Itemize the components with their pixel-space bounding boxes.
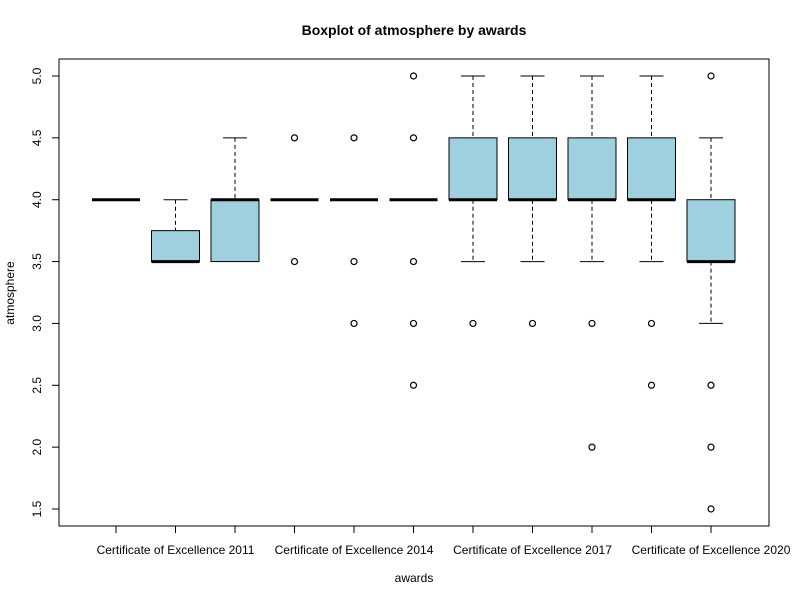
outlier-point (647, 319, 656, 328)
x-axis: Certificate of Excellence 2011 Certificat… (97, 525, 791, 557)
y-tick-label: 2.5 (30, 377, 44, 394)
box-iqr (151, 230, 200, 263)
box-4 (270, 134, 319, 266)
box-3 (210, 137, 260, 263)
box-5 (330, 134, 378, 328)
outlier-point (707, 443, 715, 451)
chart-title: Boxplot of atmosphere by awards (302, 22, 527, 38)
box-8 (508, 75, 557, 328)
x-axis-label: awards (395, 571, 434, 585)
box-iqr (210, 199, 260, 263)
outlier-point (707, 505, 715, 513)
box-iqr (627, 137, 676, 201)
outlier-point (528, 319, 537, 328)
y-tick-label: 4.0 (30, 191, 44, 208)
box-10 (627, 75, 676, 389)
outlier-point (290, 257, 299, 266)
x-tick-label: Certificate of Excellence 2020 (632, 543, 791, 557)
outlier-point (588, 443, 596, 451)
box-11 (686, 72, 736, 513)
y-axis: 1.5 2.0 2.5 3.0 3.5 4.0 4.5 5.0 (30, 67, 60, 517)
outlier-point (707, 72, 715, 80)
outlier-point (409, 134, 418, 142)
box-2 (151, 199, 200, 264)
boxes-group (92, 72, 736, 513)
x-tick-label: Certificate of Excellence 2014 (275, 543, 434, 557)
outlier-point (707, 381, 715, 389)
x-tick-label: Certificate of Excellence 2017 (453, 543, 612, 557)
box-iqr (686, 199, 736, 263)
outlier-point (588, 319, 596, 328)
outlier-point (469, 319, 477, 328)
y-tick-label: 5.0 (30, 67, 44, 84)
box-6 (389, 72, 438, 389)
outlier-point (409, 72, 418, 80)
outlier-point (409, 257, 418, 266)
outlier-point (647, 381, 656, 389)
outlier-point (350, 134, 358, 142)
outlier-point (350, 257, 358, 266)
y-axis-label: atmosphere (3, 261, 17, 325)
outlier-point (409, 381, 418, 389)
y-tick-label: 3.5 (30, 253, 44, 270)
box-iqr (508, 137, 557, 201)
box-9 (567, 75, 617, 451)
y-tick-label: 3.0 (30, 315, 44, 332)
outlier-point (409, 319, 418, 328)
box-7 (448, 75, 498, 328)
box-iqr (567, 137, 617, 201)
outlier-point (350, 319, 358, 328)
box-iqr (448, 137, 498, 201)
plot-frame (58, 58, 770, 527)
x-tick-label: Certificate of Excellence 2011 (97, 543, 255, 557)
y-tick-label: 1.5 (30, 500, 44, 517)
y-tick-label: 4.5 (30, 129, 44, 146)
y-tick-label: 2.0 (30, 438, 44, 455)
outlier-point (290, 134, 299, 142)
